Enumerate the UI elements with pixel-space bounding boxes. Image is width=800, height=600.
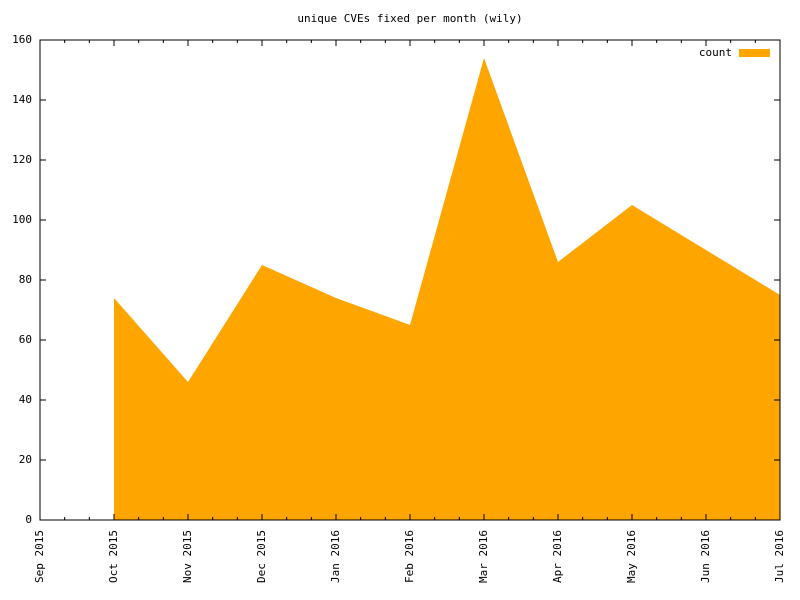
y-tick-label: 160 xyxy=(12,33,32,46)
x-tick-label: Nov 2015 xyxy=(181,530,194,583)
legend-swatch xyxy=(739,49,770,57)
y-tick-label: 40 xyxy=(19,393,32,406)
x-tick-label: Jul 2016 xyxy=(773,530,786,583)
x-tick-label: Dec 2015 xyxy=(255,530,268,583)
legend-label: count xyxy=(699,46,732,59)
y-tick-label: 80 xyxy=(19,273,32,286)
y-tick-label: 0 xyxy=(25,513,32,526)
area xyxy=(114,58,780,520)
x-tick-label: Feb 2016 xyxy=(403,530,416,583)
chart-title: unique CVEs fixed per month (wily) xyxy=(297,12,522,25)
y-tick-label: 60 xyxy=(19,333,32,346)
x-tick-label: May 2016 xyxy=(625,530,638,583)
x-tick-label: Oct 2015 xyxy=(107,530,120,583)
y-tick-label: 140 xyxy=(12,93,32,106)
x-tick-label: Apr 2016 xyxy=(551,530,564,583)
y-tick-label: 120 xyxy=(12,153,32,166)
x-tick-label: Jun 2016 xyxy=(699,530,712,583)
x-tick-label: Sep 2015 xyxy=(33,530,46,583)
x-tick-label: Jan 2016 xyxy=(329,530,342,583)
y-tick-label: 20 xyxy=(19,453,32,466)
x-tick-label: Mar 2016 xyxy=(477,530,490,583)
y-tick-label: 100 xyxy=(12,213,32,226)
